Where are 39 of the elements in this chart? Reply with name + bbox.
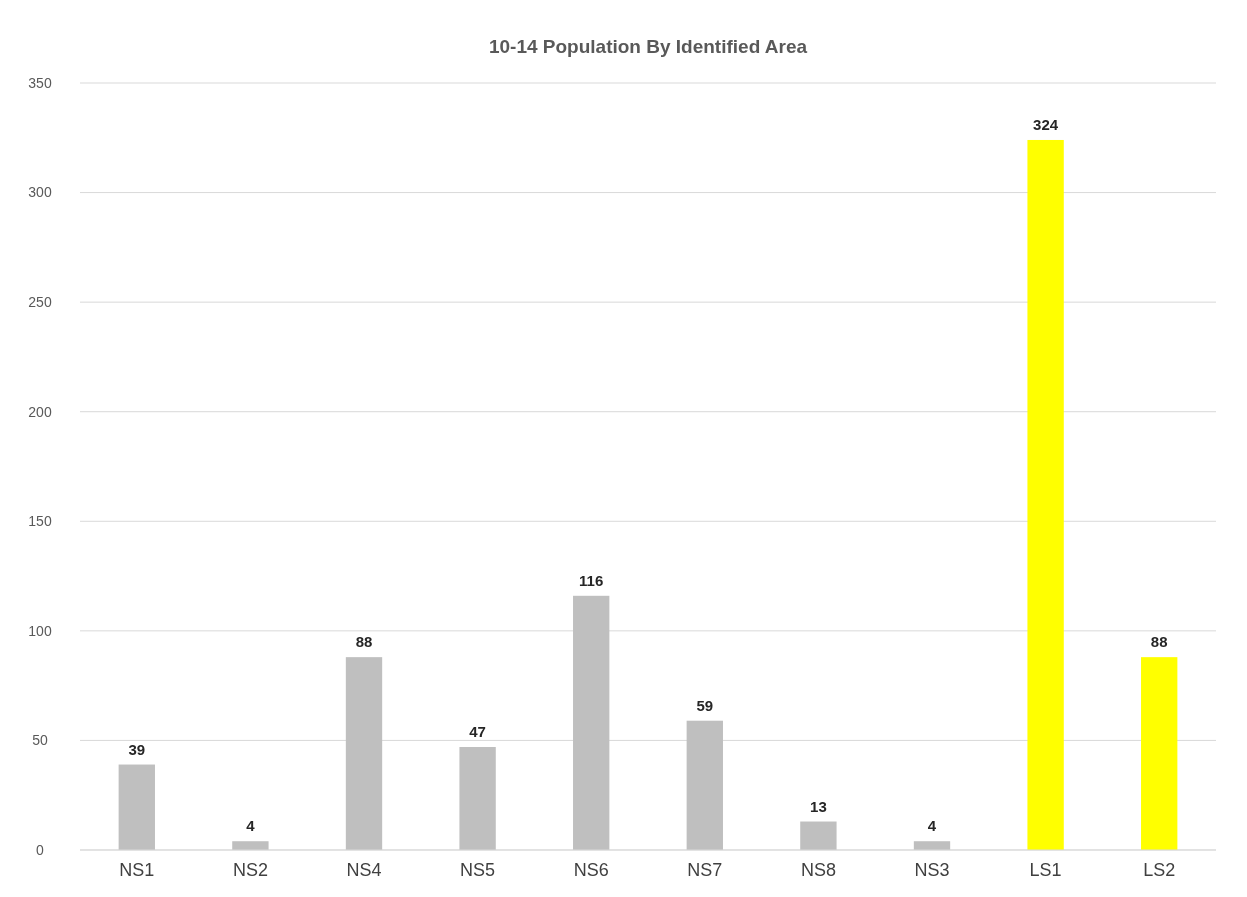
- x-tick-label: NS1: [119, 860, 155, 880]
- bar: [573, 595, 610, 850]
- x-tick-label: NS7: [687, 860, 723, 880]
- y-tick-label: 200: [28, 403, 52, 420]
- bar: [1141, 657, 1178, 850]
- chart-title: 10-14 Population By Identified Area: [488, 36, 808, 57]
- x-tick-label: NS8: [800, 860, 836, 880]
- data-label: 4: [927, 817, 937, 835]
- x-tick-label: NS4: [346, 860, 382, 880]
- data-label: 88: [1150, 633, 1168, 651]
- data-label: 324: [1033, 115, 1059, 133]
- x-tick-label: LS2: [1143, 860, 1176, 880]
- y-tick-label: 100: [28, 622, 52, 639]
- data-label: 13: [810, 797, 827, 815]
- data-label: 4: [246, 817, 256, 835]
- data-label: 88: [355, 633, 373, 651]
- y-tick-label: 350: [28, 74, 52, 91]
- x-tick-label: NS2: [232, 860, 268, 880]
- bar: [686, 720, 723, 850]
- y-tick-label: 150: [28, 513, 52, 530]
- bar: [800, 821, 837, 850]
- x-tick-label: LS1: [1029, 860, 1062, 880]
- bar: [118, 764, 155, 850]
- x-tick-label: NS3: [914, 860, 950, 880]
- y-tick-label: 300: [28, 184, 52, 201]
- bar: [913, 841, 951, 850]
- y-tick-label: 50: [32, 732, 48, 749]
- x-tick-label: NS5: [460, 860, 496, 880]
- bar: [459, 747, 496, 850]
- y-tick-label: 250: [28, 294, 52, 311]
- y-tick-label: 0: [36, 841, 45, 858]
- bar: [345, 657, 383, 850]
- x-tick-label: NS6: [573, 860, 609, 880]
- data-label: 59: [696, 696, 714, 714]
- bar: [232, 841, 269, 850]
- bar: [1027, 139, 1064, 850]
- data-label: 39: [128, 740, 146, 758]
- data-label: 47: [469, 723, 486, 740]
- data-label: 116: [579, 571, 604, 589]
